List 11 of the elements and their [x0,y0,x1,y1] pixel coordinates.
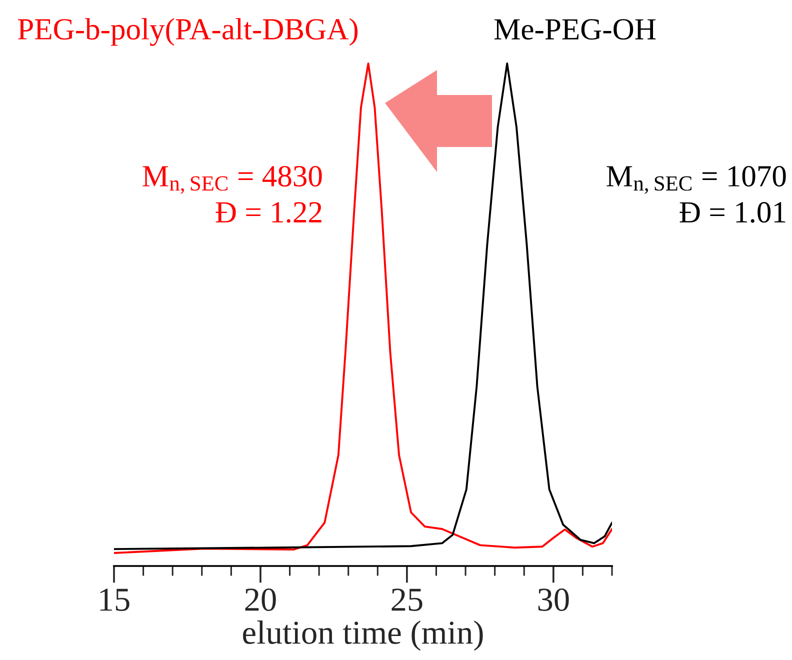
annotation: Đ = 1.22 [216,202,322,223]
text: Đ = 1.01 [680,202,786,223]
x-tick-label: 25 [392,588,422,611]
annotation: M$_{n,SEC}$ = 4830 [142,166,322,194]
annotation: M$_{n,SEC}$ = 1070 [606,166,786,194]
x-tick-label: 15 [100,588,130,611]
x-axis-title: elution time (min) [243,620,483,651]
x-tick-label: 20 [245,588,276,611]
x-tick-label: 30 [538,588,569,611]
series-label: Me-PEG-OH [494,19,656,40]
series-label: PEG-b-poly(PA-alt-DBGA) [18,18,358,46]
